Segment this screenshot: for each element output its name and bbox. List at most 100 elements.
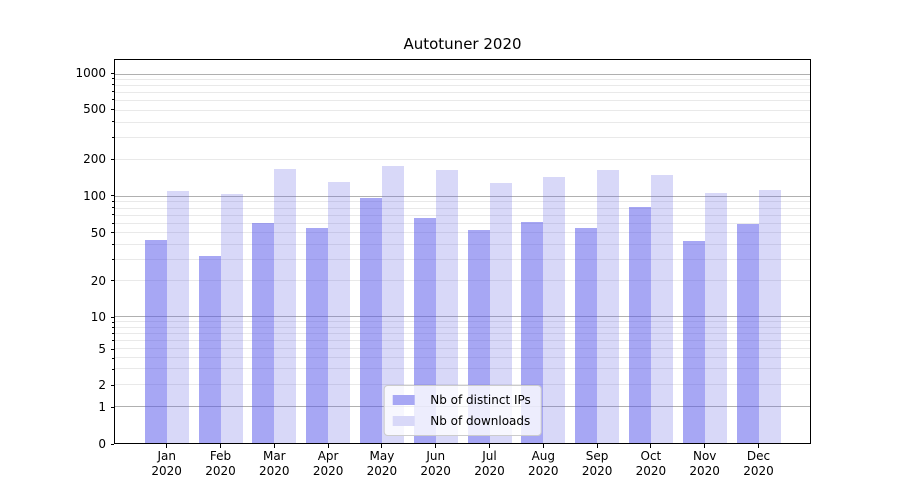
gridline-minor-600 (115, 100, 810, 102)
gridline-minor-30 (115, 259, 810, 261)
y-minor-tick-40 (112, 243, 114, 245)
x-tick-may (381, 444, 383, 448)
x-tick-feb (220, 444, 221, 448)
y-tick-10 (110, 316, 114, 318)
gridline-minor-4 (115, 357, 810, 359)
x-tick-label-apr: Apr 2020 (312, 449, 344, 478)
gridline-minor-60 (115, 222, 810, 224)
chart-title: Autotuner 2020 (403, 35, 522, 53)
legend-swatch-downloads (392, 416, 415, 426)
y-tick-0 (110, 443, 114, 445)
x-tick-label-mar: Mar 2020 (259, 449, 290, 478)
legend-swatch-distinct-ips (392, 395, 415, 405)
x-tick-dec (758, 444, 759, 448)
legend-item-downloads: Nb of downloads (392, 414, 531, 428)
bar-dec-distinct-ips (736, 224, 759, 443)
y-tick-label-100: 100 (83, 188, 106, 203)
y-minor-tick-4 (112, 357, 114, 359)
bar-apr-distinct-ips (306, 227, 329, 443)
y-minor-tick-70 (112, 214, 114, 216)
y-tick-1 (110, 406, 114, 408)
gridline-minor-900 (115, 79, 810, 81)
bar-aug-downloads (543, 176, 566, 443)
bar-mar-downloads (274, 168, 297, 443)
x-tick-label-aug: Aug 2020 (528, 449, 559, 478)
gridline-minor-7 (115, 332, 810, 334)
gridline-minor-200 (115, 159, 810, 161)
y-tick-20 (110, 280, 114, 282)
y-tick-label-0: 0 (98, 437, 106, 451)
y-minor-tick-80 (112, 207, 114, 209)
x-tick-aug (542, 444, 544, 448)
y-tick-label-50: 50 (90, 225, 106, 240)
bar-apr-downloads (328, 182, 351, 443)
bar-may-downloads (381, 165, 404, 443)
x-tick-label-jun: Jun 2020 (420, 449, 451, 478)
bar-jul-downloads (489, 183, 512, 443)
y-minor-tick-90 (112, 201, 114, 203)
x-tick-jun (435, 444, 437, 448)
bar-nov-distinct-ips (682, 240, 705, 443)
y-minor-tick-900 (112, 78, 114, 80)
y-tick-2 (110, 384, 114, 386)
plot-area: Nb of distinct IPs Nb of downloads (114, 59, 811, 444)
y-tick-label-200: 200 (83, 152, 106, 167)
y-tick-label-1000: 1000 (75, 66, 106, 81)
x-tick-apr (327, 444, 329, 448)
y-minor-tick-9 (112, 321, 114, 323)
bar-jan-distinct-ips (144, 239, 167, 443)
y-tick-label-2: 2 (98, 378, 106, 393)
x-tick-sep (596, 444, 598, 448)
y-minor-tick-6 (112, 340, 114, 342)
bar-sep-distinct-ips (575, 227, 598, 443)
gridline-minor-5 (115, 348, 810, 350)
y-tick-label-1: 1 (98, 400, 106, 415)
y-tick-label-10: 10 (90, 310, 106, 325)
gridline-minor-20 (115, 280, 810, 282)
gridline-minor-6 (115, 339, 810, 341)
y-tick-500 (110, 108, 114, 110)
y-tick-50 (110, 232, 114, 234)
x-tick-label-may: May 2020 (366, 449, 398, 478)
y-minor-tick-400 (112, 120, 114, 122)
y-minor-tick-600 (112, 99, 114, 101)
y-minor-tick-30 (112, 259, 114, 261)
x-tick-jan (166, 444, 168, 448)
legend-item-distinct-ips: Nb of distinct IPs (392, 393, 531, 407)
bar-sep-downloads (597, 169, 620, 443)
gridline-minor-700 (115, 92, 810, 94)
gridline-minor-40 (115, 244, 810, 246)
bar-oct-distinct-ips (628, 206, 651, 443)
gridline-minor-500 (115, 109, 810, 111)
y-minor-tick-60 (112, 222, 114, 224)
gridline-minor-3 (115, 368, 810, 370)
gridline-minor-50 (115, 232, 810, 234)
x-tick-label-jul: Jul 2020 (474, 449, 505, 478)
gridline-minor-90 (115, 201, 810, 203)
y-minor-tick-800 (112, 84, 114, 86)
y-tick-5 (110, 348, 114, 350)
y-minor-tick-3 (112, 368, 114, 370)
x-tick-label-feb: Feb 2020 (205, 449, 236, 478)
bar-jan-downloads (166, 191, 189, 443)
x-tick-label-oct: Oct 2020 (635, 449, 667, 478)
bar-oct-downloads (650, 174, 673, 443)
gridline-major-100 (115, 195, 810, 197)
x-tick-label-nov: Nov 2020 (689, 449, 720, 478)
gridline-minor-300 (115, 137, 810, 139)
legend-label-distinct-ips: Nb of distinct IPs (430, 393, 531, 407)
bar-feb-distinct-ips (198, 256, 221, 443)
bar-jun-downloads (435, 169, 458, 443)
gridline-major-10 (115, 316, 810, 318)
legend-label-downloads: Nb of downloads (430, 414, 531, 428)
gridline-minor-400 (115, 121, 810, 123)
gridline-minor-800 (115, 85, 810, 87)
y-minor-tick-300 (112, 136, 114, 138)
y-tick-label-5: 5 (98, 342, 106, 357)
legend: Nb of distinct IPs Nb of downloads (383, 385, 542, 436)
x-tick-label-dec: Dec 2020 (743, 449, 774, 478)
y-minor-tick-700 (112, 91, 114, 93)
x-tick-label-jan: Jan 2020 (151, 449, 182, 478)
gridline-minor-9 (115, 321, 810, 323)
